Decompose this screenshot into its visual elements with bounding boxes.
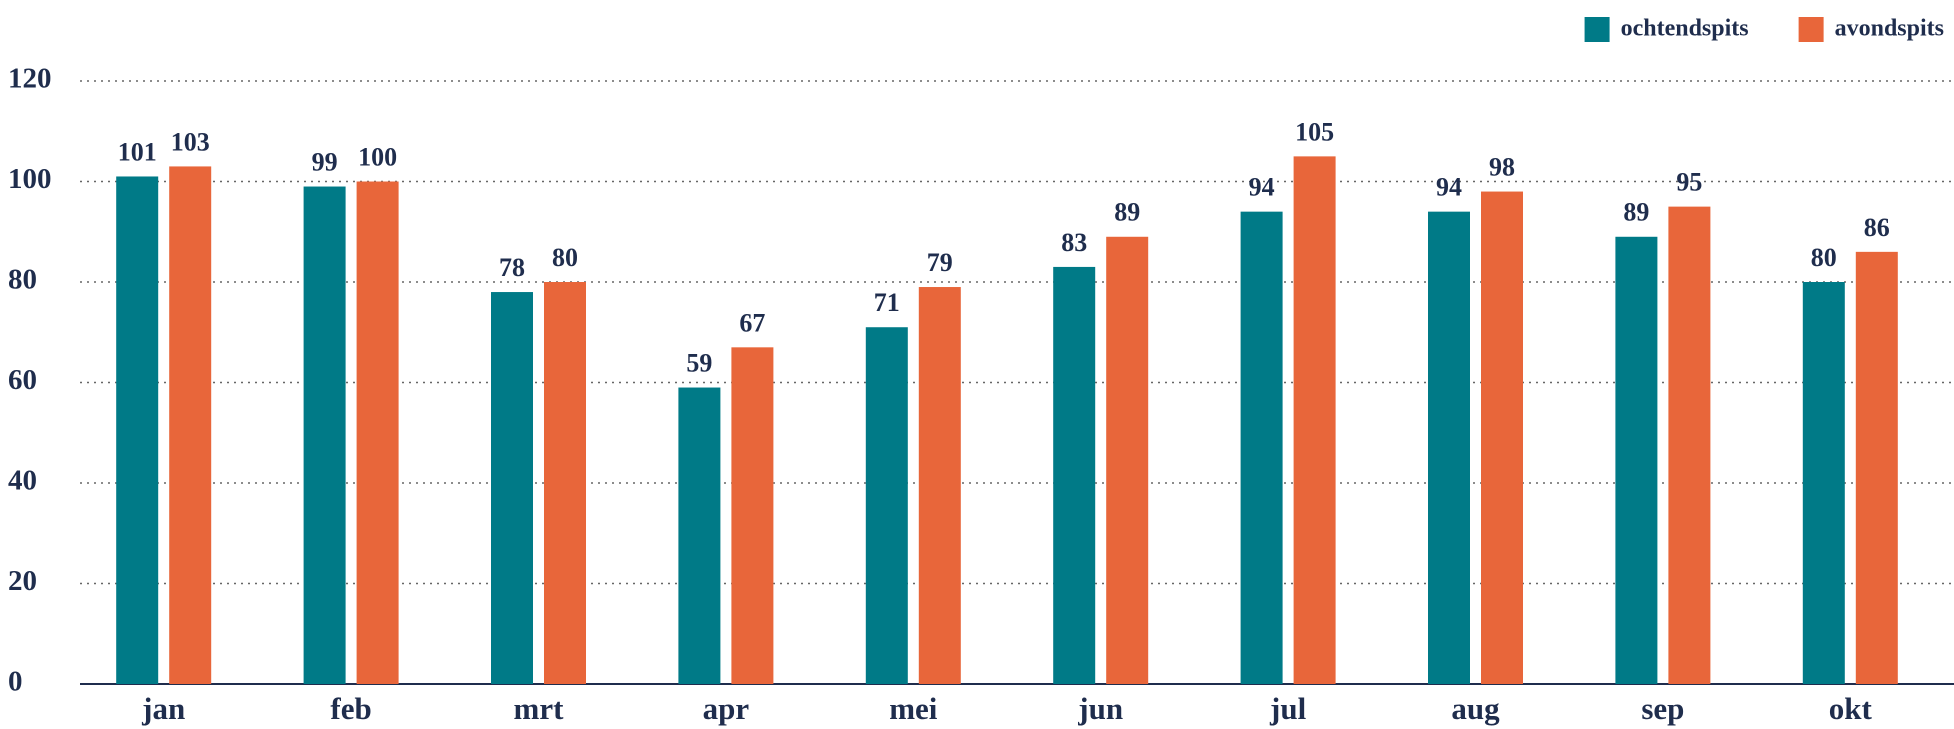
- value-label: 103: [171, 127, 210, 156]
- legend-label: avondspits: [1835, 16, 1944, 42]
- y-tick-label: 0: [8, 666, 23, 698]
- bar: [1428, 211, 1470, 684]
- bar: [1481, 191, 1523, 685]
- x-tick-label: sep: [1641, 691, 1684, 726]
- bar: [918, 287, 961, 684]
- x-tick-label: mrt: [514, 691, 565, 726]
- bar: [544, 282, 586, 684]
- bar: [1855, 251, 1898, 684]
- bar: [1615, 236, 1658, 684]
- bar: [1240, 211, 1283, 684]
- value-label: 89: [1114, 198, 1140, 227]
- x-tick-label: jan: [141, 691, 185, 726]
- bar: [1293, 156, 1336, 684]
- value-label: 83: [1061, 228, 1087, 257]
- x-tick-label: aug: [1451, 691, 1500, 726]
- value-label: 98: [1489, 153, 1515, 182]
- x-tick-label: jul: [1269, 691, 1307, 726]
- value-label: 95: [1676, 168, 1702, 197]
- value-label: 99: [312, 147, 338, 176]
- bar: [491, 292, 533, 684]
- value-label: 80: [1811, 243, 1837, 272]
- bar: [169, 166, 212, 685]
- x-tick-label: apr: [703, 691, 750, 726]
- y-tick-label: 40: [8, 465, 37, 497]
- bar: [303, 186, 346, 684]
- value-label: 94: [1249, 173, 1275, 202]
- legend-swatch: [1798, 17, 1824, 42]
- y-tick-label: 20: [8, 565, 37, 597]
- bar: [865, 327, 908, 684]
- bar: [116, 176, 159, 684]
- value-label: 79: [927, 248, 953, 277]
- value-label: 101: [118, 137, 157, 166]
- y-tick-label: 60: [8, 364, 37, 396]
- x-tick-label: okt: [1829, 691, 1873, 726]
- value-label: 67: [739, 308, 765, 337]
- value-label: 89: [1623, 198, 1649, 227]
- bar: [1668, 206, 1711, 684]
- y-tick-label: 100: [8, 163, 52, 195]
- value-label: 86: [1864, 213, 1890, 242]
- value-label: 71: [874, 288, 900, 317]
- bar: [1802, 282, 1845, 684]
- bar: [731, 347, 774, 684]
- value-label: 94: [1436, 173, 1462, 202]
- y-tick-label: 120: [8, 63, 52, 95]
- value-label: 105: [1295, 117, 1334, 146]
- y-tick-label: 80: [8, 264, 37, 296]
- bar: [356, 181, 399, 684]
- bar: [1106, 236, 1149, 684]
- bar: [1053, 266, 1096, 684]
- bar: [678, 387, 721, 684]
- legend-swatch: [1584, 17, 1610, 42]
- value-label: 59: [686, 348, 712, 377]
- value-label: 78: [499, 253, 525, 282]
- x-tick-label: mei: [889, 691, 938, 726]
- legend-label: ochtendspits: [1621, 16, 1749, 42]
- value-label: 100: [358, 142, 397, 171]
- x-tick-label: jun: [1077, 691, 1123, 726]
- x-tick-label: feb: [330, 691, 371, 726]
- value-label: 80: [552, 243, 578, 272]
